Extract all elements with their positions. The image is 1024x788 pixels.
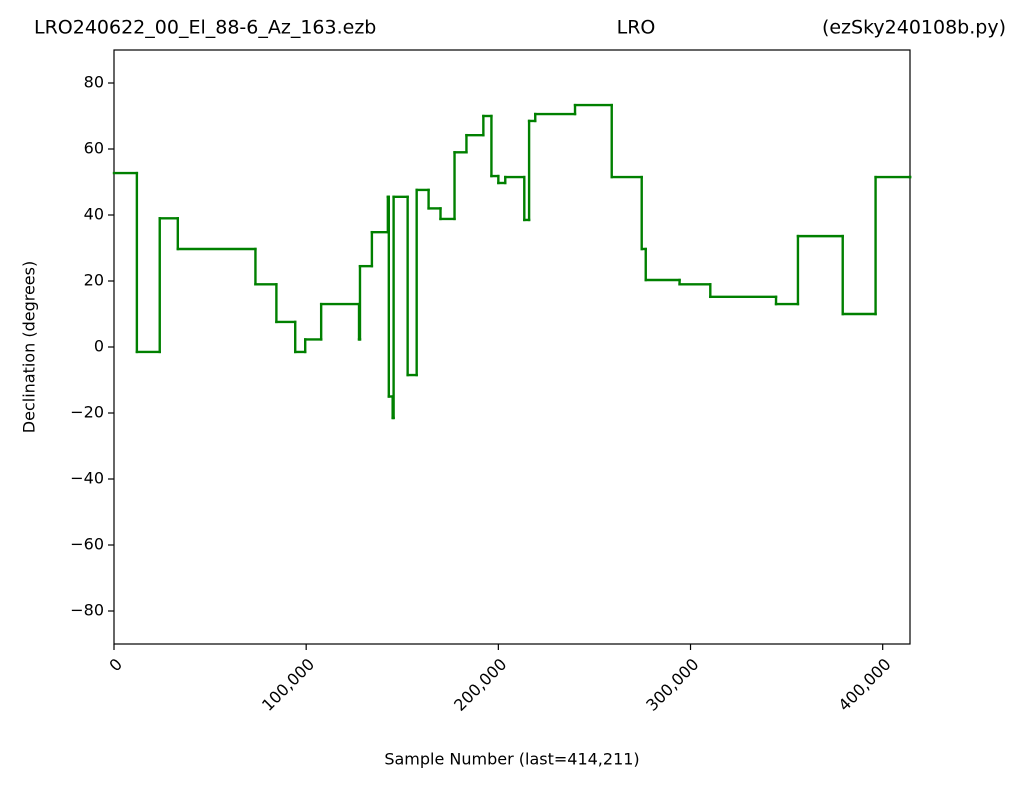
y-tick-label: 80 (84, 73, 104, 92)
x-axis-label: Sample Number (last=414,211) (384, 750, 639, 769)
chart-title-script: (ezSky240108b.py) (822, 17, 1006, 39)
x-tick-label: 400,000 (834, 655, 894, 715)
chart-title-file: LRO240622_00_El_88-6_Az_163.ezb (34, 17, 376, 39)
y-tick-label: 40 (84, 205, 104, 224)
x-tick-label: 300,000 (642, 655, 702, 715)
y-tick-label: 60 (84, 139, 104, 158)
y-axis-label: Declination (degrees) (20, 261, 39, 433)
plot-frame (113, 49, 911, 645)
y-tick-label: −20 (70, 403, 104, 422)
y-tick-label: −40 (70, 469, 104, 488)
y-tick-label: 0 (94, 337, 104, 356)
y-tick-label: −60 (70, 535, 104, 554)
x-tick-label: 200,000 (450, 655, 510, 715)
y-tick-label: 20 (84, 271, 104, 290)
x-tick-label: 100,000 (258, 655, 318, 715)
x-tick-label: 0 (105, 655, 126, 676)
y-tick-label: −80 (70, 601, 104, 620)
chart-title-site: LRO (617, 17, 656, 39)
